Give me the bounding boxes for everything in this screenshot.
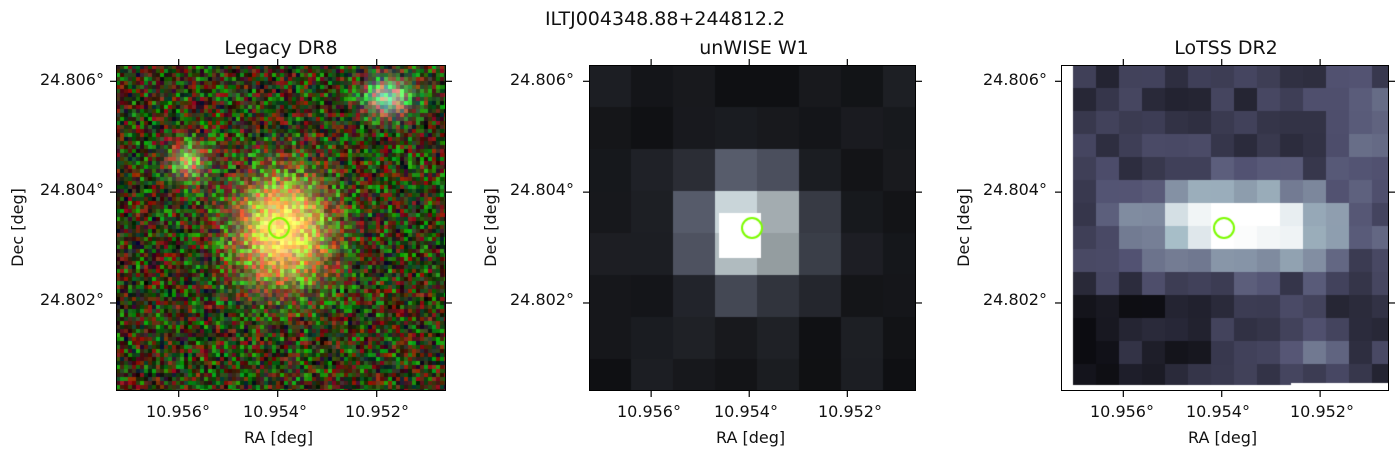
- xtick-label: 10.952°: [818, 402, 882, 421]
- x-axis-label: RA [deg]: [1188, 428, 1258, 447]
- panel-title-lotss: LoTSS DR2: [1174, 37, 1278, 59]
- ytick-label: 24.806°: [983, 70, 1047, 89]
- unwise-w1-image: [589, 65, 916, 391]
- panel-title-legacy: Legacy DR8: [224, 37, 338, 59]
- y-axis-label: Dec [deg]: [480, 188, 500, 267]
- ytick-label: 24.802°: [40, 290, 104, 309]
- xtick-label: 10.954°: [714, 402, 778, 421]
- xtick-label: 10.956°: [617, 402, 681, 421]
- xtick-label: 10.952°: [345, 402, 409, 421]
- ytick-label: 24.806°: [510, 70, 574, 89]
- x-axis-label: RA [deg]: [716, 428, 786, 447]
- ytick-label: 24.802°: [510, 290, 574, 309]
- ytick-label: 24.802°: [983, 290, 1047, 309]
- lotss-dr2-image: [1061, 65, 1389, 391]
- x-axis-label: RA [deg]: [244, 428, 314, 447]
- ytick-label: 24.804°: [510, 180, 574, 199]
- ytick-label: 24.804°: [983, 180, 1047, 199]
- y-axis-label: Dec [deg]: [7, 188, 27, 267]
- xtick-label: 10.954°: [243, 402, 307, 421]
- xtick-label: 10.952°: [1290, 402, 1354, 421]
- xtick-label: 10.956°: [146, 402, 210, 421]
- xtick-label: 10.954°: [1186, 402, 1250, 421]
- figure-title: ILTJ004348.88+244812.2: [544, 8, 786, 30]
- y-axis-label: Dec [deg]: [953, 188, 973, 267]
- xtick-label: 10.956°: [1090, 402, 1154, 421]
- legacy-dr8-image: [116, 65, 446, 391]
- ytick-label: 24.806°: [40, 70, 104, 89]
- ytick-label: 24.804°: [40, 180, 104, 199]
- panel-title-unwise: unWISE W1: [699, 37, 809, 59]
